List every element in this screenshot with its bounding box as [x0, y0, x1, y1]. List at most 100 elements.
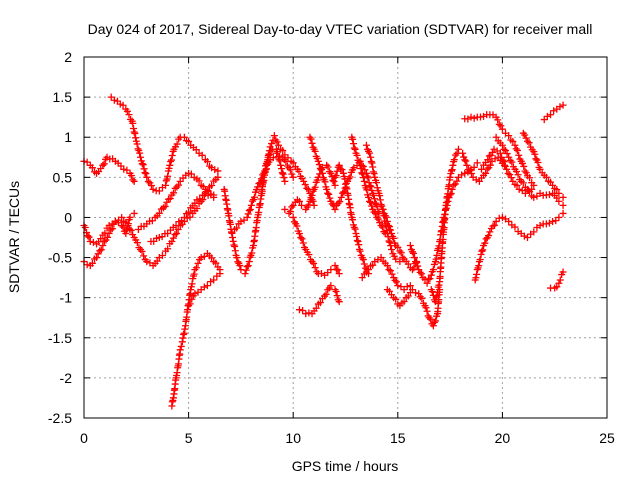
data-point [542, 173, 550, 181]
data-point [448, 166, 456, 174]
data-point [307, 135, 315, 143]
data-point [534, 159, 542, 167]
data-point [119, 101, 127, 109]
data-point [97, 235, 105, 243]
data-point [324, 163, 332, 171]
data-point [542, 220, 550, 228]
data-point [397, 249, 405, 257]
data-point [243, 263, 251, 271]
data-point [408, 286, 416, 294]
data-point [295, 306, 303, 314]
data-point [123, 107, 131, 115]
data-point [502, 147, 510, 155]
data-point [186, 300, 194, 308]
data-point [427, 315, 435, 323]
data-point [321, 178, 329, 186]
data-point [130, 177, 138, 185]
data-point [383, 217, 391, 225]
data-point [159, 204, 167, 212]
data-point [214, 173, 222, 181]
data-point [129, 176, 137, 184]
data-point [340, 188, 348, 196]
data-point [418, 294, 426, 302]
data-point [172, 221, 180, 229]
axis-layer: 0 5 10 15 20 25 -2.5 -2 -1.5 -1 -0.5 0 0.5 1 1.5 2 [48, 49, 615, 446]
data-point [423, 307, 431, 315]
data-point [299, 307, 307, 315]
y-tick-label: 1 [64, 129, 72, 145]
data-point [500, 145, 508, 153]
data-point [84, 232, 92, 240]
data-point [504, 169, 512, 177]
data-point [295, 167, 303, 175]
data-point [350, 223, 358, 231]
data-point [208, 254, 216, 262]
data-series [185, 270, 224, 310]
data-point [337, 165, 345, 173]
data-point [139, 161, 147, 169]
data-point [233, 224, 241, 232]
data-point [413, 259, 421, 267]
data-point [367, 198, 375, 206]
data-point [411, 254, 419, 262]
data-point [394, 243, 402, 251]
data-point [530, 193, 538, 201]
data-point [356, 161, 364, 169]
data-point [245, 207, 253, 215]
data-point [368, 202, 376, 210]
data-point [353, 236, 361, 244]
data-point [143, 173, 151, 181]
data-point [105, 229, 113, 237]
data-point [83, 261, 91, 269]
data-point [341, 175, 349, 183]
data-point [280, 174, 288, 182]
data-point [373, 213, 381, 221]
data-point [266, 143, 274, 151]
data-point [281, 205, 289, 213]
data-point [149, 185, 157, 193]
data-point [362, 141, 370, 149]
data-point [212, 259, 220, 267]
data-point [349, 216, 357, 224]
data-point [433, 251, 441, 259]
data-point [498, 141, 506, 149]
data-point [559, 101, 567, 109]
data-point [472, 176, 480, 184]
data-point [337, 193, 345, 201]
data-point [403, 283, 411, 291]
data-point [185, 137, 193, 145]
data-point [431, 317, 439, 325]
data-point [288, 203, 296, 211]
data-point [478, 247, 486, 255]
data-point [119, 223, 127, 231]
data-point [173, 229, 181, 237]
data-point [515, 151, 523, 159]
data-point [486, 228, 494, 236]
data-point [270, 132, 278, 140]
data-series [471, 209, 567, 284]
data-point [167, 157, 175, 165]
data-point [461, 156, 469, 164]
data-point [463, 161, 471, 169]
data-point [423, 279, 431, 287]
data-point [365, 193, 373, 201]
data-point [391, 276, 399, 284]
data-point [107, 226, 115, 234]
x-tick-label: 0 [80, 430, 88, 446]
data-point [488, 149, 496, 157]
data-point [485, 232, 493, 240]
data-point [418, 270, 426, 278]
data-point [412, 258, 420, 266]
data-point [164, 245, 172, 253]
data-point [390, 234, 398, 242]
data-point [311, 147, 319, 155]
data-point [81, 224, 89, 232]
y-tick-label: 0 [64, 209, 72, 225]
data-point [559, 193, 567, 201]
y-axis-title: SDTVAR / TECUs [6, 181, 22, 293]
x-axis-title: GPS time / hours [292, 458, 399, 474]
data-point [392, 278, 400, 286]
data-point [555, 197, 563, 205]
data-point [120, 165, 128, 173]
data-point [371, 210, 379, 218]
